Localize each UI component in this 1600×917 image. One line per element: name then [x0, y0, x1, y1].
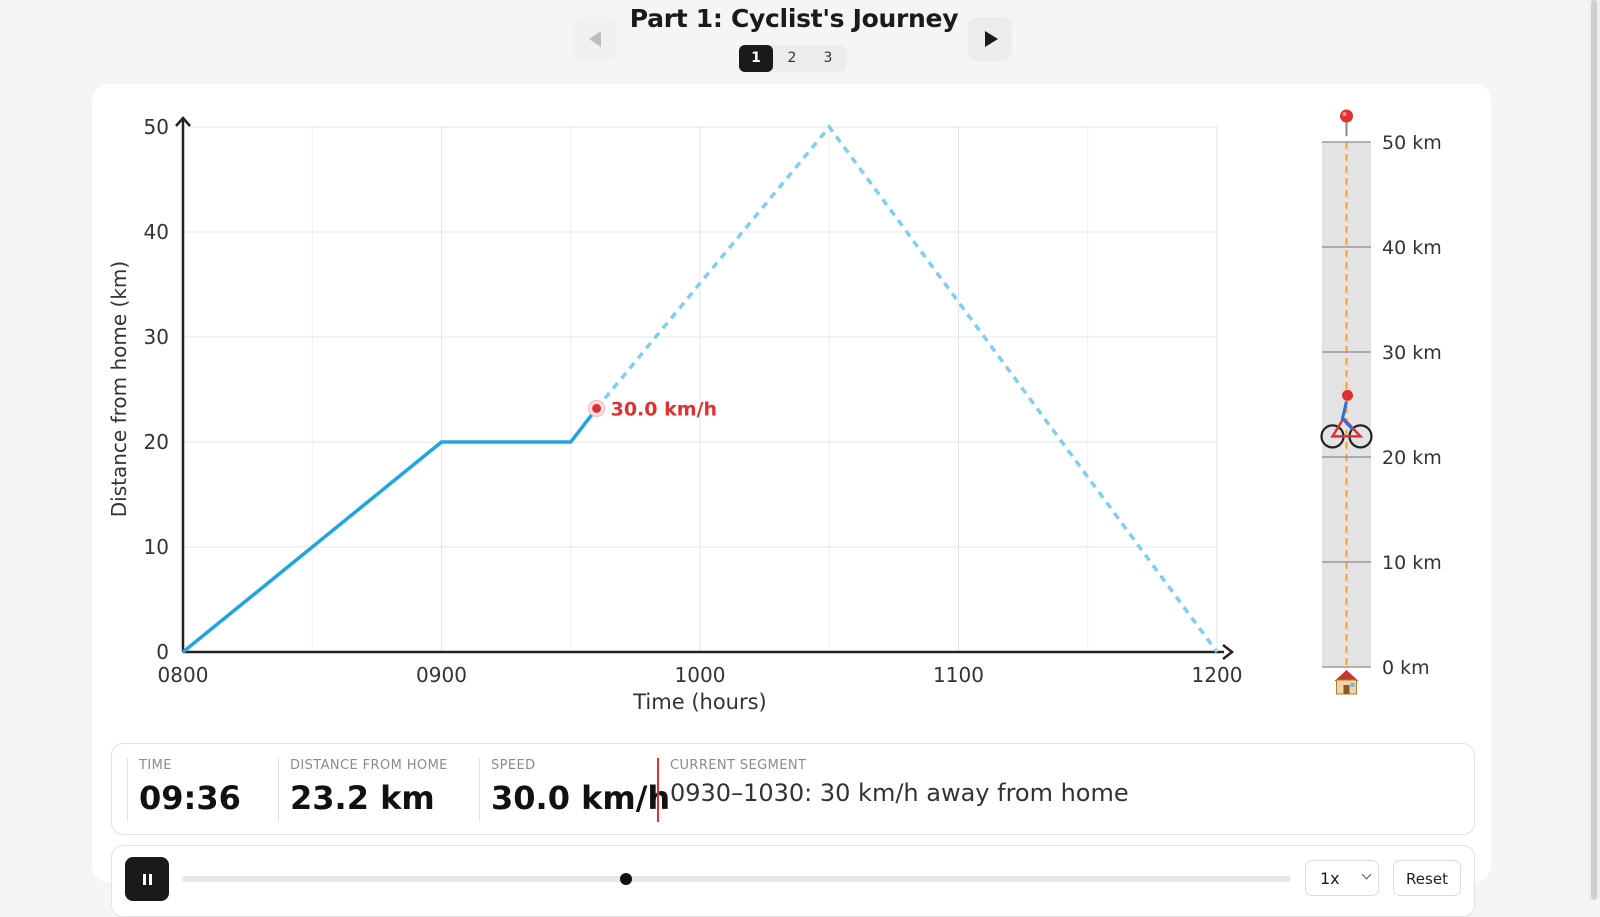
page-title: Part 1: Cyclist's Journey [629, 4, 959, 33]
next-page-button[interactable] [968, 17, 1012, 61]
play-right-icon [985, 31, 998, 47]
remaining-journey-line [595, 124, 1219, 654]
track-tick-label: 10 km [1382, 552, 1442, 574]
chart-labels: 0800 0900 1000 1100 1200 0 10 20 30 40 50 30.0 km/h [144, 115, 1243, 687]
speed-value: 30.0 km/h [491, 779, 671, 817]
timeline-slider-thumb[interactable] [619, 873, 632, 885]
y-tick-label: 30 [144, 325, 169, 349]
track-tick-label: 50 km [1382, 132, 1442, 154]
cyclist-icon [1320, 389, 1373, 449]
distance-time-chart: 0800 0900 1000 1100 1200 0 10 20 30 40 50 30.0 km/h… [107, 109, 1442, 714]
x-tick-label: 1000 [675, 663, 726, 687]
house-icon [1334, 670, 1359, 695]
current-speed-label: 30.0 km/h [611, 398, 717, 420]
track-tick-label: 0 km [1382, 657, 1430, 679]
track-tick-label: 20 km [1382, 447, 1442, 469]
y-tick-label: 20 [144, 430, 169, 454]
y-tick-label: 40 [144, 220, 169, 244]
page-selector: 1 2 3 [739, 45, 847, 72]
time-stat: TIME 09:36 [127, 758, 241, 822]
y-tick-label: 0 [156, 640, 169, 664]
chart-axes [175, 116, 1235, 660]
scrollbar-track[interactable] [1588, 0, 1600, 900]
playback-speed-value: 1x [1320, 869, 1340, 888]
playback-controls: 1x Reset [111, 845, 1475, 917]
time-value: 09:36 [139, 779, 241, 817]
current-position-marker [592, 403, 602, 413]
y-axis-arrow [175, 116, 191, 127]
segment-stat: CURRENT SEGMENT 0930–1030: 30 km/h away … [657, 758, 1129, 822]
chevron-left-icon [589, 31, 601, 47]
x-axis-arrow [1222, 644, 1235, 660]
y-tick-label: 10 [144, 535, 169, 559]
reset-button[interactable]: Reset [1393, 860, 1461, 896]
track-tick-label: 30 km [1382, 342, 1442, 364]
header: Part 1: Cyclist's Journey 1 2 3 [0, 0, 1588, 80]
pause-icon [141, 873, 153, 885]
pin-icon [1340, 109, 1353, 136]
page-tab-1[interactable]: 1 [739, 45, 773, 72]
page-tab-3[interactable]: 3 [823, 50, 833, 66]
time-label: TIME [139, 758, 172, 773]
y-axis-title: Distance from home (km) [107, 261, 131, 517]
y-tick-label: 50 [144, 115, 169, 139]
chart-series [181, 124, 1219, 654]
distance-stat: DISTANCE FROM HOME 23.2 km [278, 758, 448, 822]
pause-button[interactable] [125, 857, 169, 901]
page-tab-2[interactable]: 2 [787, 50, 797, 66]
playback-speed-select[interactable]: 1x [1305, 860, 1379, 896]
x-axis-title: Time (hours) [632, 690, 767, 714]
scrollbar-thumb[interactable] [1591, 0, 1597, 900]
status-panel: TIME 09:36 DISTANCE FROM HOME 23.2 km SP… [111, 743, 1475, 835]
x-tick-label: 0900 [416, 663, 467, 687]
speed-label: SPEED [491, 758, 536, 773]
x-tick-label: 0800 [158, 663, 209, 687]
speed-stat: SPEED 30.0 km/h [479, 758, 670, 822]
distance-label: DISTANCE FROM HOME [290, 758, 448, 773]
x-tick-label: 1200 [1192, 663, 1243, 687]
previous-page-button[interactable] [573, 17, 617, 61]
distance-track: 0 km 10 km 20 km 30 km 40 km 50 km [1320, 109, 1442, 695]
segment-label: CURRENT SEGMENT [670, 758, 807, 773]
track-tick-label: 40 km [1382, 237, 1442, 259]
x-tick-label: 1100 [933, 663, 984, 687]
traveled-journey-line [181, 407, 598, 654]
distance-value: 23.2 km [290, 779, 435, 817]
chart-grid [182, 126, 1218, 653]
timeline-slider[interactable] [182, 873, 1291, 885]
segment-value: 0930–1030: 30 km/h away from home [670, 779, 1129, 807]
chevron-down-icon [1361, 869, 1372, 880]
